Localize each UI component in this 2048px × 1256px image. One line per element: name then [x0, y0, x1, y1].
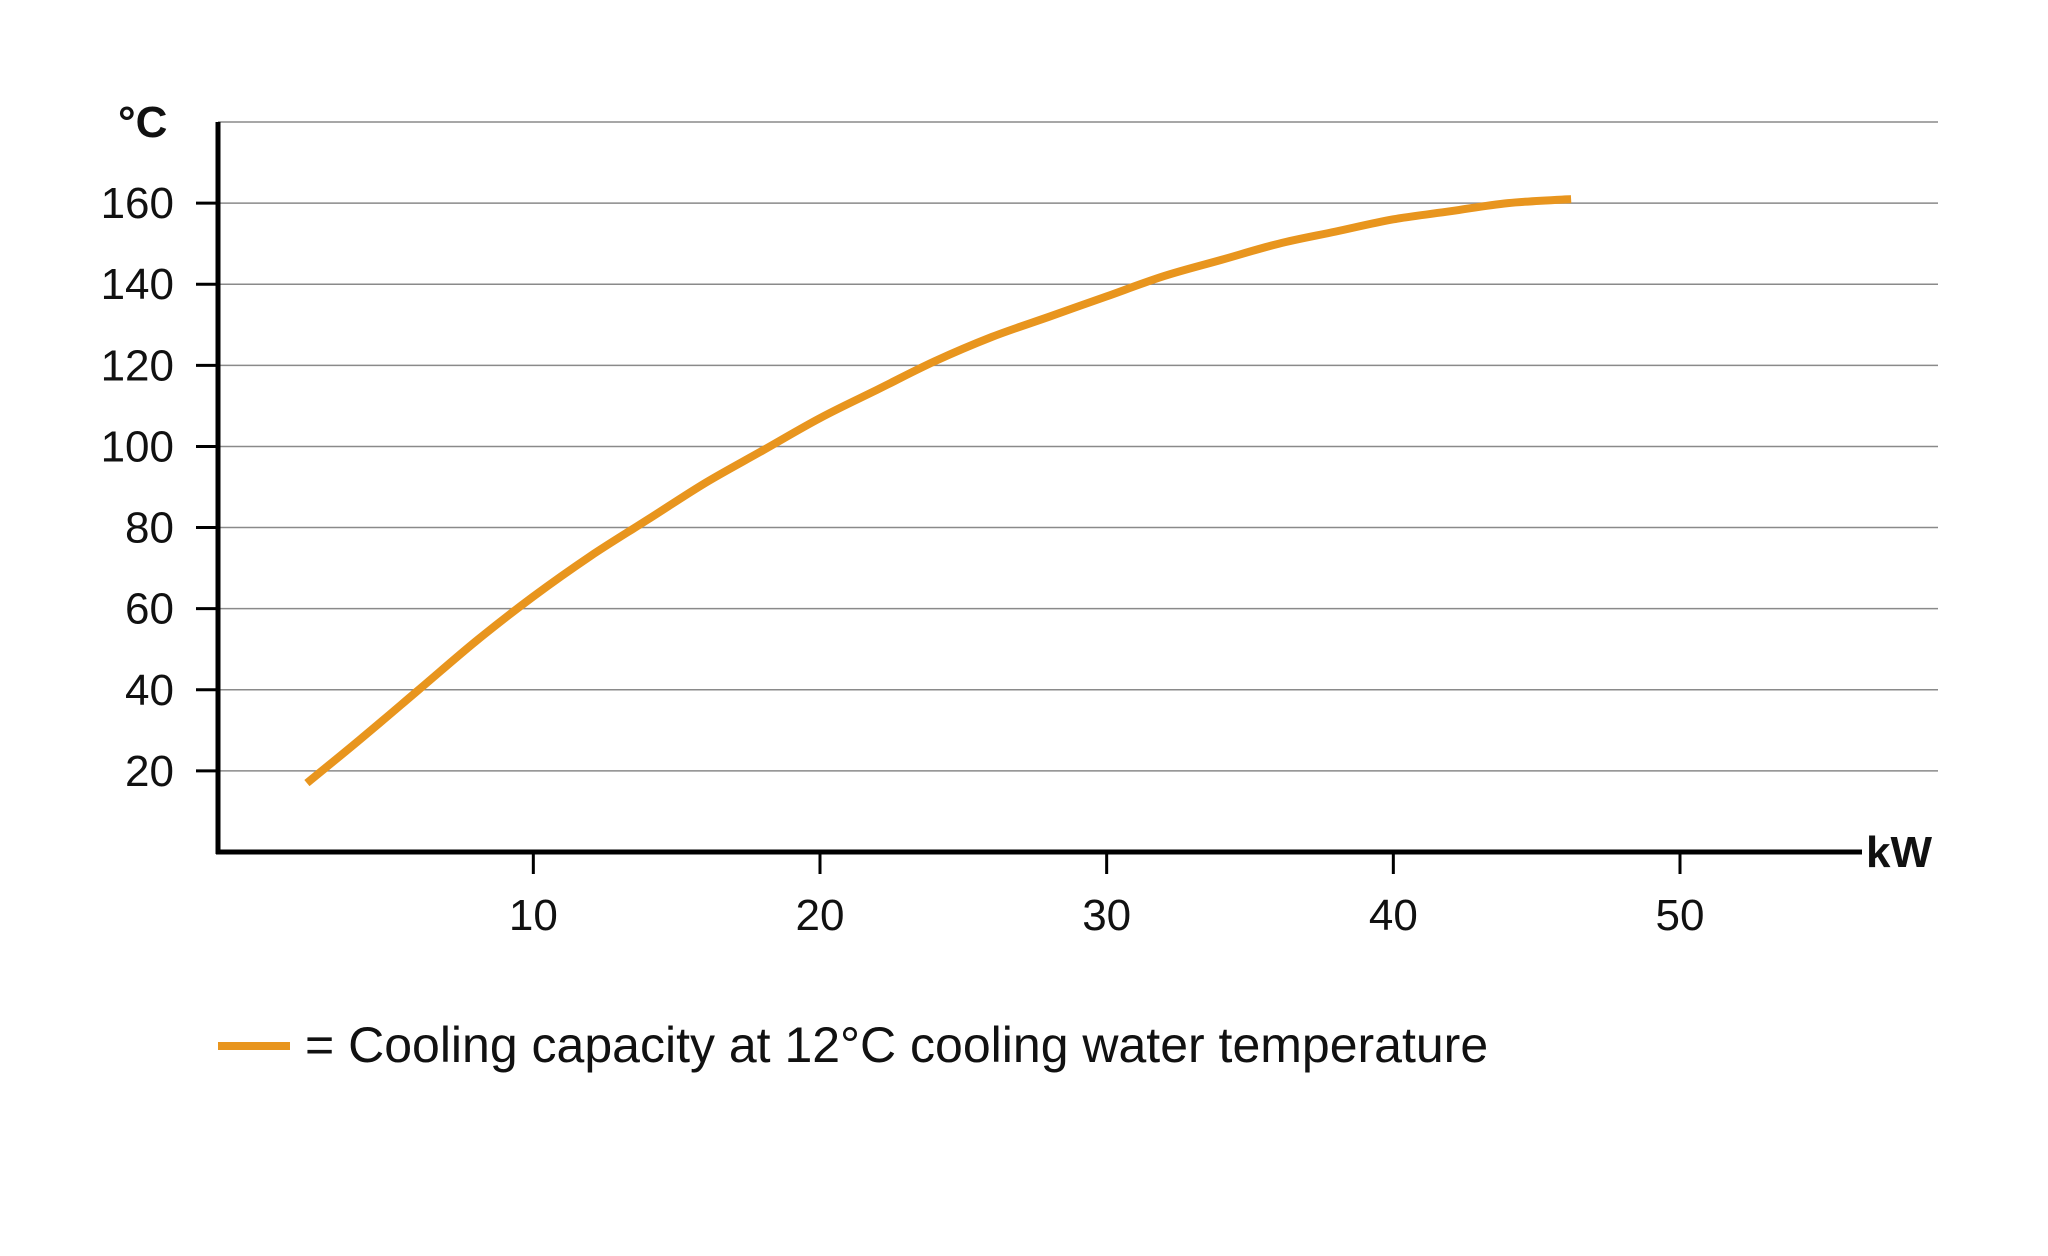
series-layer	[304, 195, 1572, 787]
legend-layer: = Cooling capacity at 12°C cooling water…	[218, 1017, 1488, 1073]
legend-label: = Cooling capacity at 12°C cooling water…	[305, 1017, 1488, 1073]
ticks-layer: 20 40 60 80 100 120 140 160 10 20 30 40 50 °C kW	[101, 98, 1933, 940]
x-axis-label: kW	[1866, 828, 1932, 877]
y-tick-label-100: 100	[101, 422, 174, 471]
y-tick-label-140: 140	[101, 260, 174, 309]
x-tick-label-40: 40	[1369, 891, 1418, 940]
x-tick-label-50: 50	[1656, 891, 1705, 940]
x-tick-label-30: 30	[1082, 891, 1131, 940]
y-tick-label-40: 40	[125, 666, 174, 715]
y-axis-label: °C	[118, 98, 167, 147]
series-line-cooling-capacity	[304, 195, 1572, 787]
grid-layer	[218, 121, 1938, 772]
y-tick-label-160: 160	[101, 179, 174, 228]
y-tick-label-120: 120	[101, 341, 174, 390]
x-tick-label-10: 10	[509, 891, 558, 940]
y-tick-label-20: 20	[125, 747, 174, 796]
y-tick-label-60: 60	[125, 585, 174, 634]
axes-layer	[215, 122, 1862, 855]
y-tick-label-80: 80	[125, 504, 174, 553]
x-tick-label-20: 20	[796, 891, 845, 940]
